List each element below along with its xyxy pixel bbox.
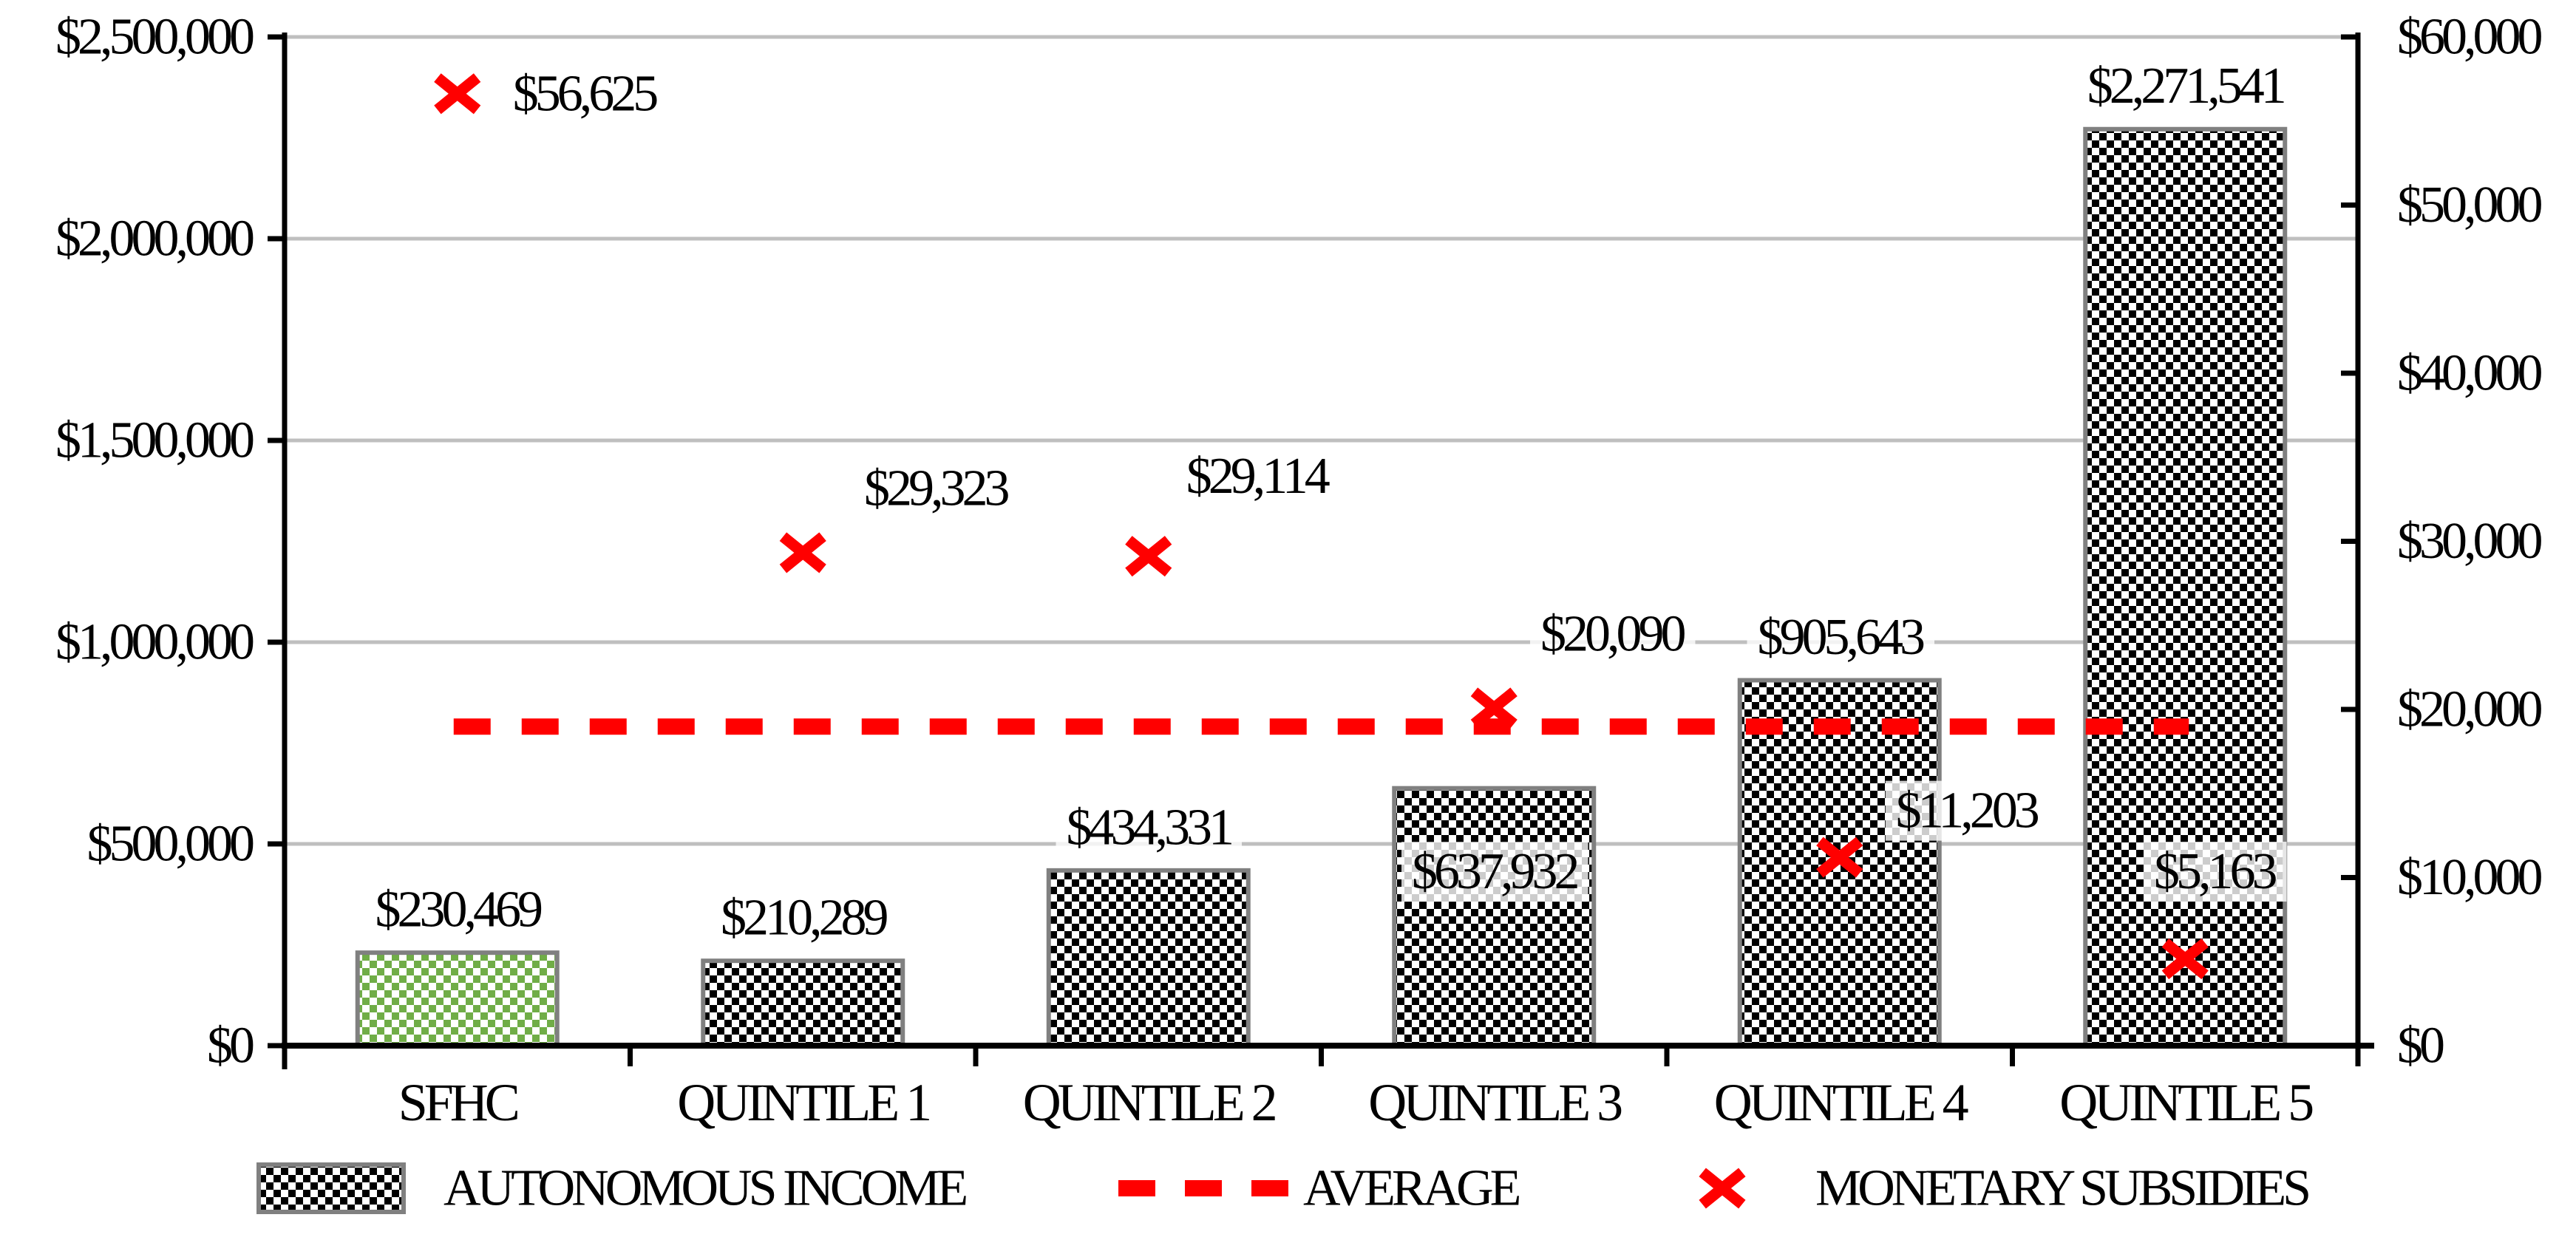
subsidy-label-quintile-3-background xyxy=(1530,604,1696,664)
x-marker-quintile-4-stroke-2 xyxy=(1816,837,1863,878)
subsidy-label-quintile-1-background xyxy=(854,458,1019,519)
right-axis-label-2: $20,000 xyxy=(2397,681,2542,738)
category-label-quintile-5: QUINTILE 5 xyxy=(2059,1073,2313,1132)
subsidy-label-sfhc: $56,625 xyxy=(513,65,658,122)
bar-quintile-5 xyxy=(2083,126,2288,1048)
category-label-quintile-4: QUINTILE 4 xyxy=(1714,1073,1968,1132)
x-marker-sfhc xyxy=(434,73,481,115)
right-axis-label-0: $0 xyxy=(2397,1018,2444,1074)
checkered-bar-swatch-icon xyxy=(256,1162,406,1214)
x-marker-quintile-2-stroke-2 xyxy=(1125,536,1172,577)
x-marker-quintile-4 xyxy=(1816,837,1863,878)
bar-label-quintile-5-background xyxy=(2076,56,2294,117)
marker-series-monetary-subsidies xyxy=(434,73,2209,980)
bar-label-quintile-4: $905,643 xyxy=(1758,609,1925,666)
left-axis-label-0: $0 xyxy=(207,1018,254,1074)
bar-label-quintile-1-background xyxy=(710,888,898,948)
category-label-quintile-3: QUINTILE 3 xyxy=(1368,1073,1622,1132)
x-marker-quintile-5-stroke-2 xyxy=(2161,938,2209,980)
x-marker-quintile-1-stroke-2 xyxy=(779,532,826,573)
bar-sfhc xyxy=(355,950,560,1049)
right-axis-label-3: $30,000 xyxy=(2397,513,2542,570)
x-marker-quintile-1 xyxy=(779,532,826,573)
subsidy-label-quintile-1: $29,323 xyxy=(864,460,1009,517)
right-axis-label-5: $50,000 xyxy=(2397,177,2542,234)
bar-label-quintile-2-background xyxy=(1056,797,1242,858)
bar-label-quintile-2: $434,331 xyxy=(1067,799,1232,856)
bar-label-quintile-1: $210,289 xyxy=(721,890,888,947)
red-x-marker-icon xyxy=(1699,1168,1746,1209)
legend-label-average: AVERAGE xyxy=(1303,1160,1520,1217)
right-axis-label-6: $60,000 xyxy=(2397,9,2542,66)
right-axis-label-1: $10,000 xyxy=(2397,849,2542,906)
subsidy-label-sfhc-background xyxy=(502,64,668,124)
category-label-quintile-2: QUINTILE 2 xyxy=(1023,1073,1276,1132)
legend: AUTONOMOUS INCOME AVERAGE MONETARY SUBSIDI… xyxy=(256,1160,2312,1217)
x-marker-quintile-3 xyxy=(1470,687,1518,729)
bar-label-quintile-3-background xyxy=(1401,842,1588,902)
left-axis-label-5: $2,500,000 xyxy=(55,9,254,66)
bar-label-sfhc-background xyxy=(364,879,552,940)
subsidy-labels: $56,625 $29,323 $29,114 $20,090 $11,203 $5,16… xyxy=(502,64,2287,902)
bar-label-quintile-4-background xyxy=(1747,607,1934,668)
legend-item-autonomous-income: AUTONOMOUS INCOME xyxy=(256,1160,970,1217)
subsidy-label-quintile-5: $5,163 xyxy=(2154,843,2277,900)
left-axis-label-1: $500,000 xyxy=(87,816,254,873)
legend-item-average: AVERAGE xyxy=(1118,1160,1523,1217)
left-axis-label-4: $2,000,000 xyxy=(55,211,254,268)
bar-label-quintile-3: $637,932 xyxy=(1412,843,1578,900)
legend-item-monetary-subsidies: MONETARY SUBSIDIES xyxy=(1699,1160,2312,1217)
gridlines xyxy=(285,35,2358,846)
subsidy-label-quintile-4-background xyxy=(1885,780,2049,841)
legend-label-autonomous-income: AUTONOMOUS INCOME xyxy=(444,1160,966,1217)
category-label-sfhc: SFHC xyxy=(398,1073,518,1132)
x-marker-quintile-3-stroke-2 xyxy=(1470,687,1518,729)
left-axis-label-2: $1,000,000 xyxy=(55,614,254,671)
legend-label-monetary-subsidies: MONETARY SUBSIDIES xyxy=(1815,1160,2308,1217)
bar-label-sfhc: $230,469 xyxy=(375,882,543,939)
x-marker-quintile-5 xyxy=(2161,938,2209,980)
bar-quintile-3 xyxy=(1392,786,1597,1048)
bar-quintile-1 xyxy=(701,958,905,1049)
right-axis-label-4: $40,000 xyxy=(2397,345,2542,402)
red-x-marker-icon-stroke-2 xyxy=(1699,1168,1746,1209)
bar-label-quintile-5: $2,271,541 xyxy=(2087,58,2284,115)
subsidy-label-quintile-4: $11,203 xyxy=(1896,783,2039,839)
bar-quintile-2 xyxy=(1046,868,1251,1048)
bar-labels: $230,469 $210,289 $434,331 $637,932 $905,643… xyxy=(364,56,2294,948)
left-axis-label-3: $1,500,000 xyxy=(55,412,254,469)
subsidy-label-quintile-3: $20,090 xyxy=(1540,605,1685,662)
category-axis-labels: SFHC QUINTILE 1 QUINTILE 2 QUINTILE 3 QUINTI… xyxy=(398,1073,2317,1132)
left-axis-labels: $0 $500,000 $1,000,000 $1,500,000 $2,000,000… xyxy=(55,9,257,1074)
subsidy-label-quintile-2: $29,114 xyxy=(1186,448,1330,505)
category-label-quintile-1: QUINTILE 1 xyxy=(677,1073,929,1132)
subsidy-label-quintile-5-background xyxy=(2144,842,2287,902)
x-marker-quintile-2 xyxy=(1125,536,1172,577)
x-marker-sfhc-stroke-2 xyxy=(434,73,481,115)
subsidy-label-quintile-2-background xyxy=(1175,446,1340,507)
axes xyxy=(268,33,2374,1069)
bar-series-autonomous-income xyxy=(355,126,2288,1049)
right-axis-labels: $0 $10,000 $20,000 $30,000 $40,000 $50,000 $60… xyxy=(2397,9,2546,1074)
